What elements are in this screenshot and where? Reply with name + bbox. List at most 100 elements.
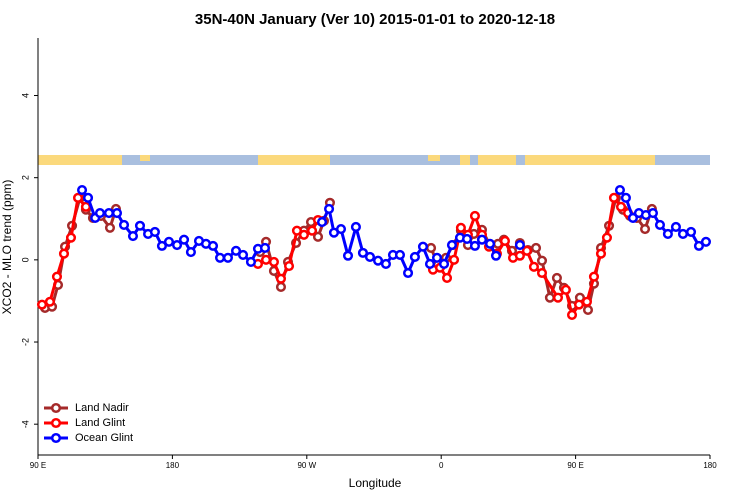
data-point <box>77 184 88 196</box>
data-point <box>484 238 496 249</box>
data-point <box>316 217 328 228</box>
data-point <box>424 258 436 270</box>
data-point <box>461 233 473 244</box>
y-axis-label: XCO2 - MLO trend (ppm) <box>0 180 14 315</box>
data-point <box>566 309 578 320</box>
legend-label: Land Nadir <box>75 402 129 414</box>
data-point <box>65 232 77 243</box>
data-point <box>156 240 167 251</box>
data-point <box>514 250 525 261</box>
data-point <box>530 242 542 253</box>
data-point <box>103 207 114 219</box>
data-point <box>291 225 302 236</box>
data-point <box>259 242 271 253</box>
data-point <box>324 203 335 214</box>
data-point <box>171 240 183 251</box>
data-point <box>134 220 146 231</box>
data-point <box>647 207 659 219</box>
x-tick-label: 90 W <box>297 461 316 470</box>
data-point <box>275 281 287 293</box>
data-point <box>111 207 123 219</box>
data-point <box>499 235 511 247</box>
data-point <box>573 299 585 310</box>
data-point <box>615 201 627 212</box>
x-axis-label: Longitude <box>349 476 402 490</box>
data-point <box>639 223 651 235</box>
data-point <box>82 192 94 203</box>
x-tick-label: 90 E <box>30 461 46 470</box>
data-point <box>552 292 564 303</box>
x-tick-label: 0 <box>439 461 444 470</box>
data-point <box>431 252 443 263</box>
data-point <box>207 240 219 251</box>
y-tick-label: 0 <box>20 257 30 262</box>
data-point <box>357 247 368 258</box>
x-tick-label: 180 <box>703 461 717 470</box>
data-point <box>275 273 287 284</box>
data-point <box>118 219 130 230</box>
data-point <box>44 296 55 307</box>
data-point <box>394 249 406 260</box>
data-point <box>260 254 272 265</box>
data-point <box>372 255 384 266</box>
data-point <box>700 236 712 247</box>
data-point <box>693 240 704 251</box>
legend-marker <box>50 432 62 444</box>
data-point <box>380 258 391 270</box>
data-point <box>551 272 562 283</box>
data-point <box>335 223 347 235</box>
data-point <box>312 231 324 242</box>
y-tick-label: -2 <box>20 338 30 346</box>
data-point <box>268 256 279 267</box>
data-point <box>80 201 91 212</box>
data-point <box>342 250 354 261</box>
data-point <box>402 267 414 279</box>
legend-marker <box>50 402 62 414</box>
data-point <box>476 234 488 245</box>
data-point <box>469 210 480 221</box>
data-point <box>677 228 689 240</box>
data-point <box>163 236 175 247</box>
data-point <box>560 284 571 295</box>
data-point <box>417 241 429 252</box>
x-tick-label: 90 E <box>567 461 583 470</box>
data-point <box>588 271 600 282</box>
data-point <box>670 221 682 233</box>
chart-title: 35N-40N January (Ver 10) 2015-01-01 to 2… <box>195 11 555 28</box>
data-point <box>601 232 613 243</box>
data-point <box>662 228 673 240</box>
data-point <box>127 230 139 242</box>
data-point <box>536 255 548 266</box>
data-point <box>72 192 84 203</box>
series <box>36 192 634 320</box>
data-point <box>627 212 638 223</box>
data-point <box>536 267 548 279</box>
data-point <box>448 254 460 265</box>
data-point <box>36 299 48 310</box>
data-point <box>94 207 106 219</box>
land-mask-strip <box>38 155 710 165</box>
data-point <box>582 304 594 316</box>
data-point <box>455 222 466 233</box>
data-point <box>306 225 318 236</box>
data-point <box>245 256 256 267</box>
legend-label: Land Glint <box>75 417 125 429</box>
data-point <box>446 240 458 251</box>
data-point <box>237 249 249 260</box>
data-point <box>654 219 666 230</box>
y-tick-label: 2 <box>20 175 30 180</box>
data-point <box>469 240 480 251</box>
data-point <box>178 234 190 245</box>
data-point <box>438 258 450 270</box>
data-point <box>350 221 361 233</box>
data-point <box>409 251 420 263</box>
data-point <box>490 250 502 261</box>
data-point <box>620 192 631 203</box>
data-point <box>595 248 607 259</box>
legend-label: Ocean Glint <box>75 432 133 444</box>
data-point <box>581 296 592 307</box>
data-point <box>104 222 116 233</box>
y-tick-label: -4 <box>20 420 30 428</box>
x-tick-label: 180 <box>166 461 180 470</box>
